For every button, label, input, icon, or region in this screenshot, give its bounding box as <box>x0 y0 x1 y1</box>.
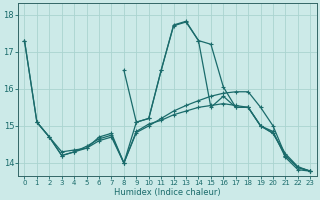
X-axis label: Humidex (Indice chaleur): Humidex (Indice chaleur) <box>114 188 221 197</box>
